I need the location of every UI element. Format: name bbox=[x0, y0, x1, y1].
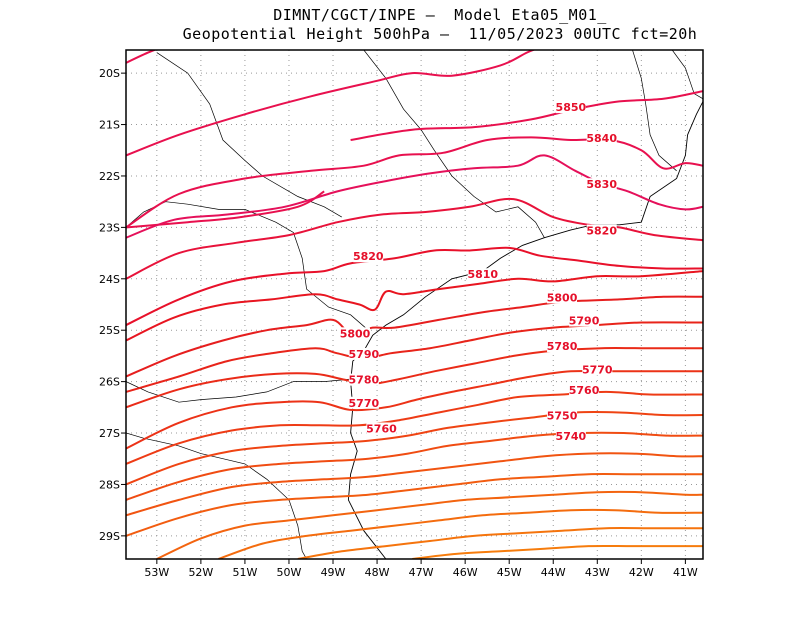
state-border bbox=[126, 432, 307, 559]
contour-line-5840 bbox=[126, 136, 703, 229]
plot-frame bbox=[125, 49, 704, 560]
state-border bbox=[671, 50, 703, 100]
y-tick-label: 26S bbox=[99, 376, 120, 389]
state-border bbox=[156, 52, 342, 218]
x-tick-label: 45W bbox=[497, 566, 522, 579]
contour-label-bg bbox=[586, 131, 617, 144]
x-tick-label: 52W bbox=[188, 566, 213, 579]
contour-label: 5820 bbox=[353, 250, 384, 263]
contour-label: 5800 bbox=[340, 327, 371, 340]
contour-label: 5780 bbox=[547, 340, 578, 353]
contour-label-bg bbox=[555, 430, 586, 443]
y-tick-label: 27S bbox=[99, 427, 120, 440]
x-tick-label: 48W bbox=[365, 566, 390, 579]
contour-label-bg bbox=[348, 396, 379, 409]
contour-line-5730 bbox=[126, 431, 703, 501]
contour-label: 5770 bbox=[582, 363, 613, 376]
x-tick-label: 51W bbox=[232, 566, 257, 579]
contour-line-5770 bbox=[126, 347, 703, 409]
contour-line-5750 bbox=[126, 390, 703, 465]
state-border bbox=[363, 50, 545, 238]
contour-line-5810 bbox=[126, 246, 703, 326]
x-tick-label: 41W bbox=[673, 566, 698, 579]
y-tick-label: 20S bbox=[99, 67, 120, 80]
contour-label: 5760 bbox=[569, 384, 600, 397]
title-line-1: DIMNT/CGCT/INPE — Model Eta05_M01_ bbox=[273, 6, 607, 24]
contour-layer bbox=[126, 50, 703, 559]
contour-label-bg bbox=[366, 422, 397, 435]
contour-label-bg bbox=[586, 224, 617, 237]
contour-line-5680 bbox=[297, 526, 703, 559]
contour-label-bg bbox=[569, 314, 600, 327]
x-tick-label: 42W bbox=[629, 566, 654, 579]
contour-line-5840 bbox=[126, 190, 325, 229]
contour-label-bg bbox=[348, 373, 379, 386]
contour-label: 5790 bbox=[349, 348, 380, 361]
contour-line-5710 bbox=[126, 472, 703, 537]
contour-line-5740 bbox=[126, 410, 703, 486]
geography-layer bbox=[126, 50, 703, 559]
contour-label: 5780 bbox=[349, 374, 380, 387]
y-tick-label: 23S bbox=[99, 221, 120, 234]
contour-label-bg bbox=[348, 347, 379, 360]
contour-label-bg bbox=[340, 327, 371, 340]
lat-lon-grid bbox=[126, 50, 703, 559]
y-tick-label: 22S bbox=[99, 170, 120, 183]
contour-label: 5760 bbox=[366, 422, 397, 435]
contour-label-bg bbox=[547, 340, 578, 353]
contour-label: 5830 bbox=[586, 178, 617, 191]
contour-line-5700 bbox=[156, 490, 703, 559]
contour-label-bg bbox=[547, 291, 578, 304]
title-line-2: Geopotential Height 500hPa — 11/05/2023 … bbox=[182, 25, 698, 43]
y-tick-label: 25S bbox=[99, 324, 120, 337]
axis-ticks: 53W 52W 51W 50W 49W 48W 47W 46W 45W 44W 43W 42W 41W 2… bbox=[99, 67, 698, 579]
contour-label: 5770 bbox=[349, 397, 380, 410]
x-tick-label: 49W bbox=[321, 566, 346, 579]
contour-line-5720 bbox=[126, 452, 703, 517]
contour-line-5800 bbox=[126, 270, 703, 342]
contour-line-5670 bbox=[412, 544, 703, 559]
x-tick-label: 44W bbox=[541, 566, 566, 579]
x-tick-label: 50W bbox=[277, 566, 302, 579]
contour-label: 5740 bbox=[556, 430, 587, 443]
coastline bbox=[347, 101, 703, 559]
contour-label-bg bbox=[467, 268, 498, 281]
state-border bbox=[126, 201, 369, 331]
contour-label: 5800 bbox=[547, 291, 578, 304]
contour-label-bg bbox=[586, 178, 617, 191]
contour-line-5830 bbox=[126, 154, 703, 239]
y-tick-label: 29S bbox=[99, 530, 120, 543]
contour-line-5690 bbox=[218, 508, 703, 559]
x-tick-label: 53W bbox=[144, 566, 169, 579]
contour-label: 5840 bbox=[586, 132, 617, 145]
contour-line-5790 bbox=[126, 295, 703, 378]
contour-label-bg bbox=[555, 101, 586, 114]
contour-label-bg bbox=[582, 363, 613, 376]
y-tick-label: 28S bbox=[99, 478, 120, 491]
x-tick-label: 47W bbox=[409, 566, 434, 579]
state-border bbox=[632, 50, 677, 172]
contour-label: 5810 bbox=[467, 268, 498, 281]
contour-line-5850 bbox=[350, 90, 703, 141]
y-tick-label: 21S bbox=[99, 119, 120, 132]
contour-line-5850 bbox=[126, 50, 536, 157]
contour-line-5820 bbox=[126, 197, 703, 280]
y-tick-label: 24S bbox=[99, 273, 120, 286]
contour-label-bg bbox=[569, 383, 600, 396]
contour-label: 5820 bbox=[586, 225, 617, 238]
contour-line-5860 bbox=[126, 50, 158, 64]
contour-labels: 5850 5840 5830 5820 5820 5810 5800 5800 5790 5790… bbox=[340, 101, 617, 443]
contour-label: 5750 bbox=[547, 410, 578, 423]
contour-label-bg bbox=[353, 250, 384, 263]
contour-label: 5790 bbox=[569, 314, 600, 327]
contour-label: 5850 bbox=[556, 101, 587, 114]
contour-label-bg bbox=[547, 409, 578, 422]
x-tick-label: 43W bbox=[585, 566, 610, 579]
x-tick-label: 46W bbox=[453, 566, 478, 579]
